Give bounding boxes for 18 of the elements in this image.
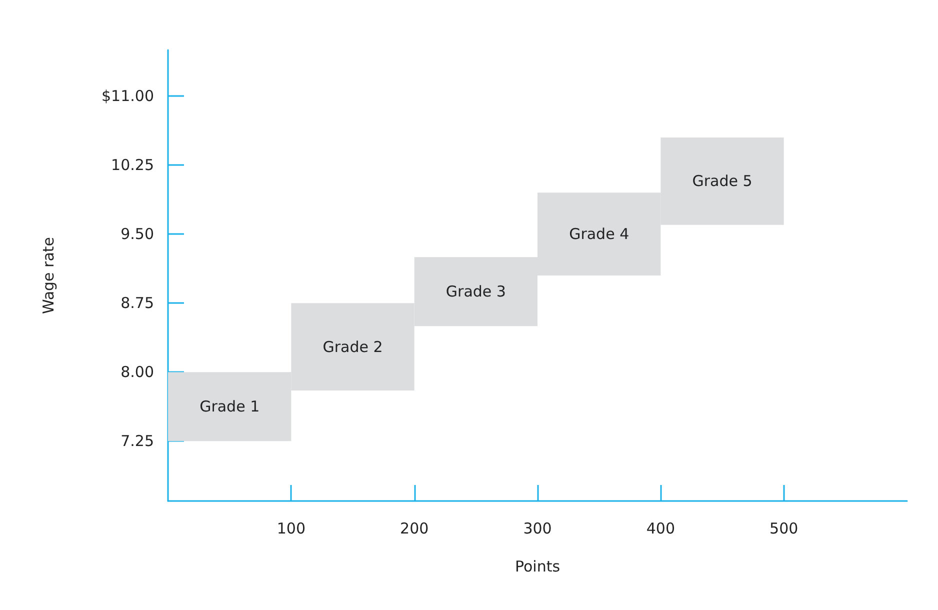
y-axis-title: Wage rate [40, 236, 58, 314]
y-tick-label: 7.25 [120, 432, 154, 450]
y-tick-label: $11.00 [102, 87, 154, 106]
y-tick-label: 9.50 [120, 225, 154, 244]
x-tick-label: 200 [400, 520, 429, 538]
y-tick-label: 10.25 [111, 156, 154, 174]
data-label: Grade 3 [446, 282, 506, 301]
data-label: Grade 5 [692, 172, 752, 190]
x-tick-label: 400 [646, 520, 675, 538]
data-label: Grade 4 [569, 225, 630, 244]
x-tick-label: 100 [276, 520, 306, 538]
y-tick-label: 8.00 [120, 363, 154, 382]
x-tick-label: 500 [770, 520, 798, 538]
y-tick-label: 8.75 [120, 294, 154, 312]
x-tick-label: 300 [523, 520, 552, 538]
data-label: Grade 1 [200, 398, 260, 416]
data-label: Grade 2 [322, 338, 383, 356]
x-axis-title: Points [514, 558, 560, 576]
